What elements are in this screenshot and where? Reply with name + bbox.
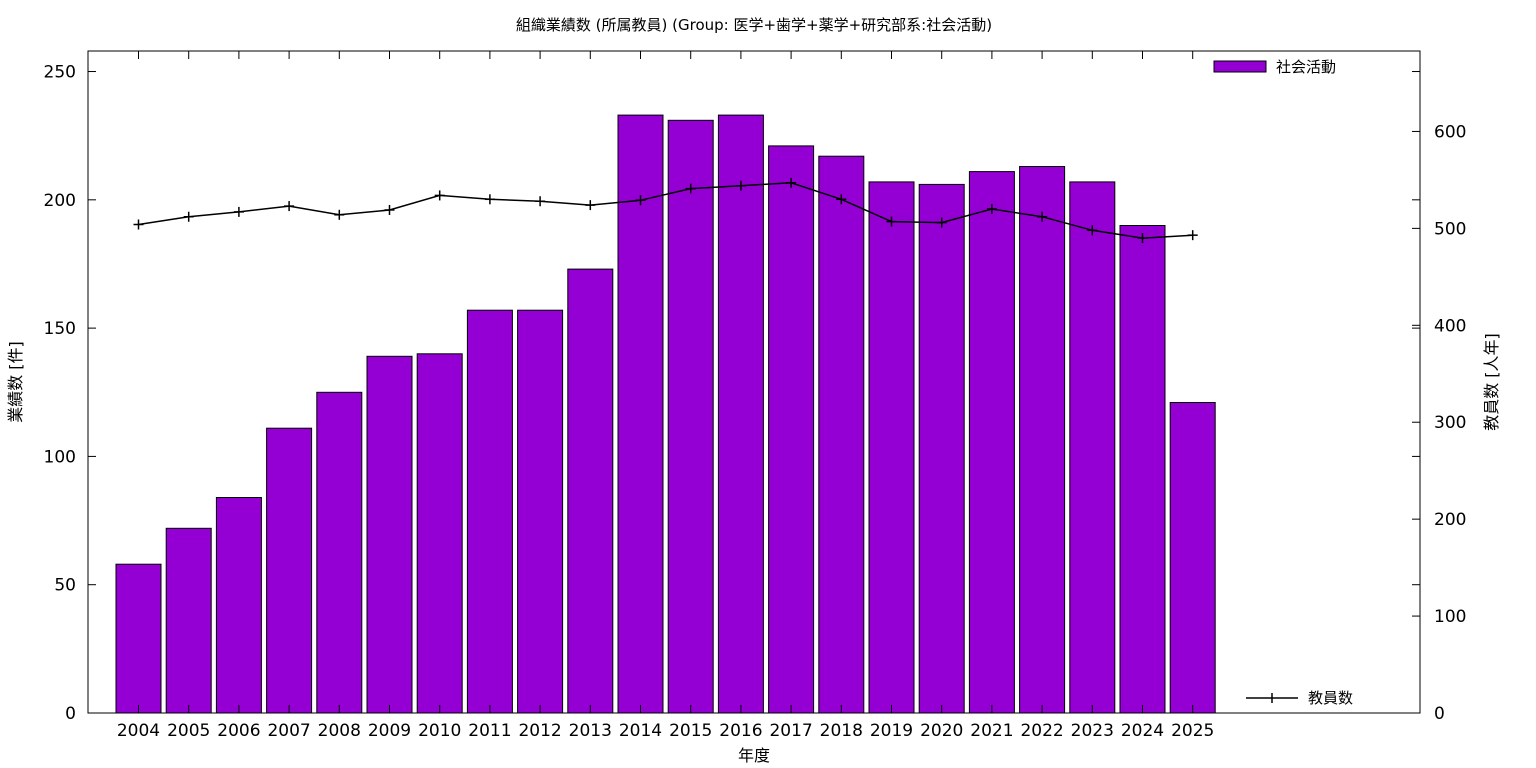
bar	[1069, 181, 1116, 714]
y-tick-label: 250	[44, 63, 76, 83]
line-point	[133, 219, 144, 230]
bar	[918, 183, 965, 714]
x-tick-label: 2016	[719, 721, 762, 741]
bar	[1119, 225, 1166, 714]
y2-tick-label: 100	[1434, 607, 1466, 627]
legend-bar-swatch	[1213, 60, 1267, 73]
bar	[316, 391, 363, 714]
bar	[517, 309, 564, 714]
bar	[416, 353, 463, 714]
line-layer	[133, 177, 1198, 244]
y2-tick-label: 200	[1434, 510, 1466, 530]
y2-tick-label: 600	[1434, 122, 1466, 142]
x-tick-label: 2013	[569, 721, 612, 741]
x-tick-label: 2021	[970, 721, 1013, 741]
bar	[968, 171, 1015, 714]
x-tick-label: 2005	[167, 721, 210, 741]
bars-layer	[115, 114, 1216, 714]
x-tick-label: 2012	[518, 721, 561, 741]
line-point	[384, 204, 395, 215]
line-point	[183, 211, 194, 222]
line-point	[334, 209, 345, 220]
y2-tick-label: 400	[1434, 316, 1466, 336]
bar	[868, 181, 915, 714]
legend-bar-entry: 社会活動	[1213, 58, 1336, 76]
x-tick-label: 2009	[368, 721, 411, 741]
y-axis-left: 0 50 100 150 200 250	[44, 63, 1420, 724]
bar	[1019, 166, 1066, 714]
line-point	[735, 180, 746, 191]
line-point	[233, 206, 244, 217]
bar	[115, 563, 162, 714]
line-point	[484, 194, 495, 205]
x-tick-label: 2008	[318, 721, 361, 741]
bar	[366, 355, 413, 714]
y2-tick-label: 500	[1434, 219, 1466, 239]
y-tick-label: 200	[44, 191, 76, 211]
bar	[466, 309, 513, 714]
x-axis-label: 年度	[738, 746, 770, 765]
y-axis-right: 0 100 200 300 400 500 600	[1412, 122, 1466, 724]
bar	[266, 427, 313, 714]
bar	[818, 155, 865, 714]
line-point	[936, 217, 947, 228]
line-point	[986, 203, 997, 214]
line-point	[685, 183, 696, 194]
line-point	[1137, 233, 1148, 244]
x-tick-label: 2007	[267, 721, 310, 741]
bar	[165, 527, 212, 714]
bar	[215, 497, 262, 714]
x-tick-label: 2020	[920, 721, 963, 741]
y2-tick-label: 0	[1434, 704, 1445, 724]
plot-frame	[87, 50, 1421, 714]
bar	[768, 145, 815, 714]
line-point	[836, 194, 847, 205]
y2-axis-label: 教員数 [人年]	[1482, 333, 1501, 431]
x-tick-label: 2018	[820, 721, 863, 741]
y-axis-label: 業績数 [件]	[6, 341, 25, 423]
line-point	[585, 200, 596, 211]
x-tick-label: 2024	[1121, 721, 1164, 741]
line-point	[886, 216, 897, 227]
x-tick-label: 2015	[669, 721, 712, 741]
legend-bar-label: 社会活動	[1276, 58, 1336, 76]
x-tick-label: 2019	[870, 721, 913, 741]
bar	[717, 114, 764, 714]
chart-title: 組織業績数 (所属教員) (Group: 医学+歯学+薬学+研究部系:社会活動)	[516, 16, 992, 34]
x-tick-label: 2017	[769, 721, 812, 741]
y-tick-label: 100	[44, 447, 76, 467]
series-line	[138, 182, 1193, 239]
line-point	[284, 201, 295, 212]
line-point	[1087, 225, 1098, 236]
x-tick-label: 2004	[117, 721, 160, 741]
line-point	[1037, 211, 1048, 222]
y2-tick-label: 300	[1434, 413, 1466, 433]
line-point	[1187, 230, 1198, 241]
line-point	[635, 195, 646, 206]
y-tick-label: 50	[54, 576, 76, 596]
x-tick-label: 2022	[1020, 721, 1063, 741]
bar	[667, 119, 714, 714]
x-tick-label: 2014	[619, 721, 662, 741]
bar	[567, 268, 614, 714]
x-tick-label: 2023	[1071, 721, 1114, 741]
x-tick-label: 2025	[1171, 721, 1214, 741]
x-tick-label: 2011	[468, 721, 511, 741]
x-tick-label: 2010	[418, 721, 461, 741]
y-tick-label: 150	[44, 319, 76, 339]
x-axis: 2004 2005 2006 2007 2008 2009 2010 2011 2012 2013…	[117, 51, 1214, 741]
legend-line-entry: 教員数	[1246, 689, 1353, 707]
x-tick-label: 2006	[217, 721, 260, 741]
line-point	[535, 196, 546, 207]
line-point	[786, 177, 797, 188]
y-tick-label: 0	[65, 704, 76, 724]
bar	[1169, 402, 1216, 714]
line-point	[434, 190, 445, 201]
legend-line-label: 教員数	[1308, 689, 1353, 707]
